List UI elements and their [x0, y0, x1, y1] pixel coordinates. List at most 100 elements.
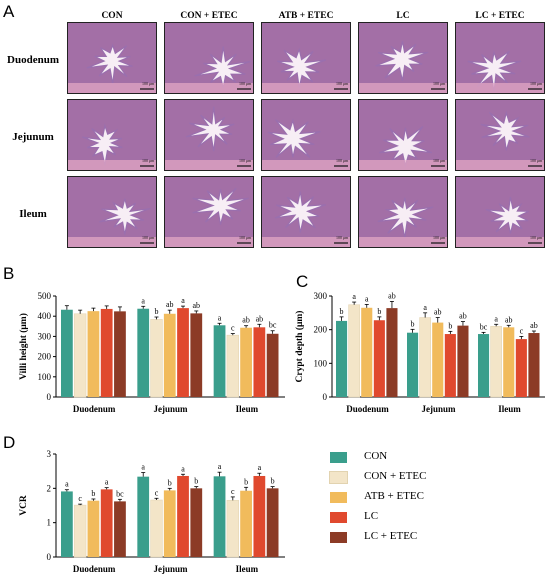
- muscle-layer: [165, 237, 253, 247]
- bar-con-etec-duodenum: [73, 313, 87, 398]
- lumen: [194, 46, 252, 89]
- scale-bar-label: 100 μm: [142, 158, 155, 163]
- scale-bar-label: 100 μm: [142, 235, 155, 240]
- bar-con-ileum: [478, 334, 490, 397]
- scale-bar-label: 100 μm: [433, 235, 446, 240]
- micrograph-image: 100 μm: [262, 100, 350, 170]
- bar-lc-duodenum: [373, 320, 385, 397]
- column-header-lc-etec: LC + ETEC: [475, 11, 525, 21]
- micrograph-image: 100 μm: [68, 100, 156, 170]
- bar-con-duodenum: [336, 320, 348, 397]
- significance-letter: ab: [459, 312, 467, 321]
- scale-bar-label: 100 μm: [336, 81, 349, 86]
- panel-letter-d: D: [3, 433, 16, 452]
- legend-label-con: CON: [364, 450, 388, 462]
- column-header-con: CON: [101, 11, 123, 21]
- x-tick-label: Ileum: [236, 404, 259, 414]
- y-axis-label: Villi height (μm): [18, 313, 29, 380]
- x-tick-label: Jejunum: [153, 564, 188, 574]
- significance-letter: c: [231, 487, 235, 496]
- legend-item-atb-etec: ATB + ETEC: [330, 490, 530, 506]
- significance-letter: b: [411, 319, 415, 328]
- bar-con-etec-jejunum: [150, 499, 163, 558]
- micrograph-duodenum-con-etec: 100 μm: [164, 22, 254, 94]
- micrograph-jejunum-atb-etec: 100 μm: [261, 99, 351, 171]
- bar-con-ileum: [213, 476, 226, 557]
- lumen: [185, 106, 235, 152]
- legend-label-con-etec: CON + ETEC: [364, 470, 427, 482]
- significance-letter: a: [181, 296, 185, 305]
- micrograph-ileum-con: 100 μm: [67, 176, 157, 248]
- muscle-layer: [68, 160, 156, 170]
- legend-swatch-lc-etec: [330, 532, 347, 543]
- bar-con-etec-jejunum: [150, 319, 163, 398]
- bar-atb-etec-jejunum: [163, 490, 176, 557]
- micrograph-duodenum-lc: 100 μm: [358, 22, 448, 94]
- significance-letter: a: [494, 314, 498, 323]
- micrograph-image: 100 μm: [456, 100, 544, 170]
- lumen: [81, 123, 123, 166]
- micrograph-image: 100 μm: [165, 23, 253, 93]
- bar-lc-jejunum: [444, 334, 456, 397]
- legend-swatch-con: [330, 452, 347, 463]
- significance-letter: c: [231, 324, 235, 333]
- micrograph-image: 100 μm: [165, 100, 253, 170]
- y-tick-label: 300: [314, 291, 328, 301]
- significance-letter: b: [154, 307, 158, 316]
- micrograph-image: 100 μm: [262, 23, 350, 93]
- y-tick-label: 400: [38, 311, 52, 321]
- bar-atb-etec-duodenum: [87, 311, 100, 397]
- significance-letter: b: [377, 307, 381, 316]
- bar-con-jejunum: [137, 308, 150, 397]
- lumen: [86, 43, 133, 85]
- bar-atb-etec-duodenum: [87, 500, 100, 557]
- bar-lc-etec-duodenum: [114, 501, 126, 557]
- significance-letter: a: [365, 294, 369, 303]
- y-axis-label: VCR: [19, 495, 29, 516]
- micrograph-ileum-con-etec: 100 μm: [164, 176, 254, 248]
- significance-letter: a: [423, 303, 427, 312]
- muscle-layer: [68, 83, 156, 93]
- micrograph-ileum-lc-etec: 100 μm: [455, 176, 545, 248]
- lumen: [377, 197, 434, 238]
- scale-bar-label: 100 μm: [433, 81, 446, 86]
- scale-bar-label: 100 μm: [530, 158, 543, 163]
- bar-con-duodenum: [61, 309, 73, 397]
- legend-label-atb-etec: ATB + ETEC: [364, 490, 424, 502]
- x-tick-label: Duodenum: [73, 564, 116, 574]
- micrograph-jejunum-lc-etec: 100 μm: [455, 99, 545, 171]
- chart-villi-height: 0 100 200 300 400 500 Villi height (μm) Duodenu…: [18, 291, 285, 414]
- scale-bar-label: 100 μm: [239, 81, 252, 86]
- bar-lc-etec-jejunum: [190, 313, 203, 397]
- y-tick-label: 200: [38, 352, 52, 362]
- bar-con-etec-jejunum: [419, 317, 432, 398]
- y-tick-label: 0: [323, 392, 328, 402]
- muscle-layer: [456, 83, 544, 93]
- micrograph-duodenum-lc-etec: 100 μm: [455, 22, 545, 94]
- significance-letter: a: [181, 464, 185, 473]
- bar-lc-duodenum: [100, 489, 113, 557]
- column-header-lc: LC: [396, 11, 410, 21]
- muscle-layer: [359, 83, 447, 93]
- bar-atb-etec-jejunum: [163, 313, 176, 397]
- scale-bar-label: 100 μm: [433, 158, 446, 163]
- panel-letter-c: C: [296, 272, 309, 291]
- bar-lc-ileum: [253, 327, 266, 397]
- x-tick-label: Ileum: [236, 564, 259, 574]
- significance-letter: b: [244, 477, 248, 486]
- micrograph-image: 100 μm: [456, 23, 544, 93]
- column-header-con-etec: CON + ETEC: [180, 11, 238, 21]
- muscle-layer: [359, 160, 447, 170]
- y-tick-label: 0: [47, 392, 52, 402]
- micrograph-ileum-atb-etec: 100 μm: [261, 176, 351, 248]
- significance-letter: b: [194, 477, 198, 486]
- significance-letter: ab: [505, 315, 513, 324]
- micrograph-image: 100 μm: [68, 23, 156, 93]
- x-tick-label: Ileum: [498, 404, 521, 414]
- bar-con-etec-ileum: [490, 325, 503, 398]
- significance-letter: bc: [480, 322, 488, 331]
- muscle-layer: [165, 83, 253, 93]
- legend-label-lc-etec: LC + ETEC: [364, 530, 418, 542]
- micrograph-image: 100 μm: [359, 177, 447, 247]
